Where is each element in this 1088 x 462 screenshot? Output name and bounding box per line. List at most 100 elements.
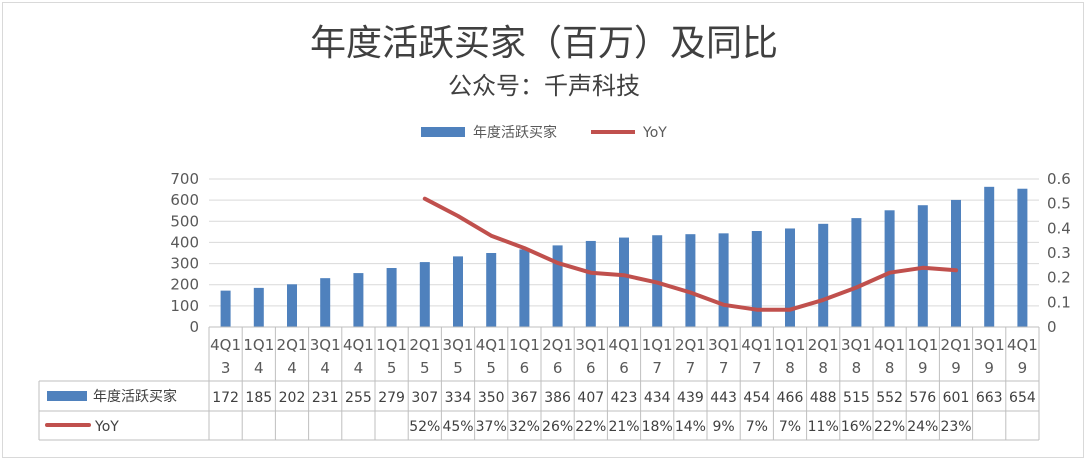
category-label: 5: [420, 359, 430, 377]
category-label: 4Q1: [874, 336, 905, 354]
bar: [851, 218, 862, 327]
category-label: 1Q1: [509, 336, 540, 354]
table-cell-value: 488: [810, 390, 837, 406]
yoy-line-series: [422, 196, 958, 312]
bar: [751, 231, 762, 327]
table-cell-value: 23%: [940, 419, 971, 435]
data-table: 4Q1 3 1Q1 4 2Q1 4 3Q1 4 4Q1 4 1Q1 5 2Q1 5 3Q1 5 4Q1 5 1Q1 6…: [38, 326, 1040, 441]
bar: [818, 223, 829, 327]
table-cell-value: 279: [378, 390, 405, 406]
table-cell-value: 185: [245, 390, 272, 406]
category-label: 5: [387, 359, 397, 377]
category-label: 1Q1: [642, 336, 673, 354]
table-cell-value: 654: [1009, 390, 1036, 406]
category-label: 3: [221, 359, 231, 377]
table-cell-value: 7%: [779, 419, 801, 435]
chart-subtitle: 公众号：千声科技: [448, 72, 640, 100]
bar: [685, 234, 696, 327]
table-cell-value: 11%: [808, 419, 839, 435]
right-tick-label: 0.1: [1047, 293, 1071, 311]
bar: [519, 249, 530, 327]
table-cell-value: 24%: [907, 419, 938, 435]
legend-label-line: YoY: [642, 125, 667, 141]
category-label: 4: [354, 359, 364, 377]
category-label: 8: [818, 359, 828, 377]
table-cell-value: 9%: [712, 419, 734, 435]
category-label: 2Q1: [941, 336, 972, 354]
table-cell-value: 334: [445, 390, 472, 406]
table-cell-value: 423: [611, 390, 638, 406]
bar: [220, 290, 231, 327]
category-label: 3Q1: [841, 336, 872, 354]
bar: [386, 268, 397, 327]
category-label: 9: [951, 359, 961, 377]
bar: [951, 199, 961, 327]
category-label: 6: [619, 359, 629, 377]
table-cell-value: 367: [511, 390, 538, 406]
category-label: 7: [752, 359, 762, 377]
category-label: 2Q1: [409, 336, 440, 354]
bar: [718, 233, 729, 327]
chart-svg: 年度活跃买家（百万）及同比 公众号：千声科技 年度活跃买家 YoY 0 100 20…: [38, 23, 1071, 441]
category-label: 4Q1: [741, 336, 772, 354]
table-cell-value: 26%: [542, 419, 573, 435]
table-cell-value: 439: [677, 390, 704, 406]
table-row-label: 年度活跃买家: [93, 388, 177, 405]
left-tick-label: 400: [170, 233, 199, 251]
category-label: 8: [885, 359, 895, 377]
category-label: 4Q1: [476, 336, 507, 354]
bar: [884, 210, 895, 327]
table-cell-value: 663: [976, 390, 1003, 406]
category-label: 4Q1: [343, 336, 374, 354]
category-label: 2Q1: [542, 336, 573, 354]
category-label: 1Q1: [243, 336, 274, 354]
right-tick-label: 0.3: [1047, 244, 1071, 262]
category-label: 4Q1: [1007, 336, 1038, 354]
table-cell-value: 7%: [746, 419, 768, 435]
table-cell-value: 18%: [642, 419, 673, 435]
right-axis-ticks: 0 0.1 0.2 0.3 0.4 0.5 0.6: [1047, 170, 1071, 336]
legend: 年度活跃买家 YoY: [421, 124, 667, 141]
bar: [453, 256, 463, 327]
category-label: 6: [586, 359, 596, 377]
category-label: 8: [852, 359, 862, 377]
bar: [984, 186, 995, 327]
bar: [1017, 188, 1028, 327]
table-cell-value: 601: [943, 390, 970, 406]
right-tick-label: 0.6: [1047, 170, 1071, 188]
bar: [486, 253, 497, 327]
table-cell-value: 386: [544, 390, 571, 406]
table-cell-value: 22%: [575, 419, 606, 435]
table-cell-value: 307: [411, 390, 438, 406]
table-cell-value: 350: [478, 390, 505, 406]
table-cell-value: 172: [212, 390, 239, 406]
bar: [585, 240, 596, 327]
bar: [785, 228, 795, 327]
category-label: 6: [520, 359, 530, 377]
category-label: 4: [287, 359, 297, 377]
table-cell-value: 37%: [476, 419, 507, 435]
left-tick-label: 200: [170, 276, 199, 294]
category-label: 6: [553, 359, 563, 377]
category-label: 7: [652, 359, 662, 377]
table-cell-value: 14%: [675, 419, 706, 435]
category-label: 7: [719, 359, 729, 377]
table-cell-value: 515: [843, 390, 870, 406]
legend-label-bar: 年度活跃买家: [473, 124, 557, 141]
table-cell-value: 231: [312, 390, 339, 406]
bar: [320, 278, 331, 327]
left-tick-label: 300: [170, 255, 199, 273]
category-label: 8: [785, 359, 795, 377]
category-label: 9: [918, 359, 928, 377]
category-label: 2Q1: [808, 336, 839, 354]
table-cell-value: 454: [743, 390, 770, 406]
category-label: 1Q1: [775, 336, 806, 354]
table-cell-value: 576: [909, 390, 936, 406]
category-label: 4Q1: [609, 336, 640, 354]
table-cell-value: 407: [577, 390, 604, 406]
bar: [419, 262, 430, 327]
category-label: 2Q1: [675, 336, 706, 354]
right-tick-label: 0.2: [1047, 269, 1071, 287]
bar: [287, 284, 297, 327]
